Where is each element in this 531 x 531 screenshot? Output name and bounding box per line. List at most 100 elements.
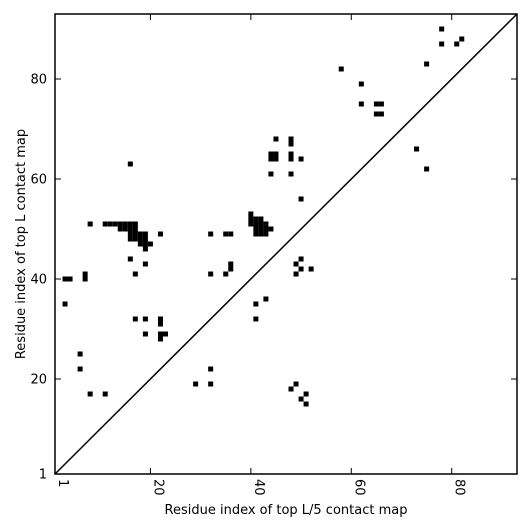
contact-point: [117, 221, 123, 227]
contact-point: [77, 366, 83, 372]
contact-point: [263, 231, 269, 237]
contact-point: [122, 226, 128, 232]
contact-point: [208, 231, 214, 237]
contact-point: [253, 216, 259, 222]
contact-point: [87, 391, 93, 397]
contact-point: [142, 231, 148, 237]
contact-point: [288, 386, 294, 392]
x-tick-label: 1: [55, 479, 70, 487]
contact-markers: [62, 26, 465, 407]
axis-ticks: 1 20 40 60 80 1 20 40 60 80: [30, 14, 517, 496]
contact-point: [268, 151, 274, 157]
contact-point: [248, 221, 254, 227]
contact-point: [157, 336, 163, 342]
contact-point: [142, 241, 148, 247]
diagonal-line: [54, 13, 518, 475]
contact-point: [157, 321, 163, 327]
contact-point: [127, 221, 133, 227]
contact-point: [253, 301, 259, 307]
contact-point: [157, 231, 163, 237]
contact-point: [439, 26, 445, 32]
contact-point: [298, 196, 304, 202]
contact-point: [208, 271, 214, 277]
contact-point: [258, 221, 264, 227]
contact-point: [424, 166, 430, 172]
contact-point: [253, 226, 259, 232]
contact-point: [228, 231, 234, 237]
contact-point: [424, 61, 430, 67]
contact-point: [253, 221, 259, 227]
contact-point: [127, 231, 133, 237]
contact-point: [373, 101, 379, 107]
contact-point: [439, 41, 445, 47]
x-tick-label: 60: [351, 479, 366, 496]
contact-point: [117, 226, 123, 232]
contact-point: [127, 161, 133, 167]
contact-point: [142, 236, 148, 242]
contact-point: [87, 221, 93, 227]
contact-point: [358, 81, 364, 87]
contact-point: [268, 226, 274, 232]
contact-point: [132, 316, 138, 322]
contact-point: [303, 391, 309, 397]
contact-point: [137, 241, 143, 247]
contact-point: [162, 331, 168, 337]
contact-point: [338, 66, 344, 72]
contact-point: [127, 236, 133, 242]
x-axis-label: Residue index of top L/5 contact map: [165, 503, 408, 518]
contact-point: [112, 221, 118, 227]
y-axis-label: Residue index of top L contact map: [14, 129, 29, 359]
contact-point: [253, 316, 259, 322]
contact-point: [303, 401, 309, 407]
contact-point: [127, 226, 133, 232]
contact-point: [82, 276, 88, 282]
x-tick-label: 40: [251, 479, 266, 496]
contact-point: [288, 136, 294, 142]
contact-point: [373, 111, 379, 117]
contact-point: [288, 171, 294, 177]
contact-point: [122, 221, 128, 227]
contact-point: [127, 256, 133, 262]
contact-point: [228, 266, 234, 272]
contact-point: [263, 226, 269, 232]
contact-point: [132, 221, 138, 227]
contact-point: [142, 246, 148, 252]
contact-point: [208, 366, 214, 372]
contact-point: [459, 36, 465, 42]
contact-point: [378, 111, 384, 117]
contact-point: [82, 271, 88, 277]
contact-point: [137, 236, 143, 242]
contact-point: [263, 221, 269, 227]
contact-point: [454, 41, 460, 47]
contact-point: [157, 331, 163, 337]
contact-point: [248, 216, 254, 222]
contact-point: [414, 146, 420, 152]
contact-point: [67, 276, 73, 282]
contact-point: [142, 331, 148, 337]
contact-point: [132, 236, 138, 242]
x-tick-label: 80: [452, 479, 467, 496]
contact-point: [157, 316, 163, 322]
x-tick-label: 20: [150, 479, 165, 496]
contact-point: [223, 231, 229, 237]
contact-point: [147, 241, 153, 247]
y-tick-label: 20: [30, 373, 47, 388]
contact-point: [132, 231, 138, 237]
contact-point: [142, 261, 148, 267]
contact-point: [273, 136, 279, 142]
contact-point: [268, 156, 274, 162]
contact-point: [142, 316, 148, 322]
contact-point: [102, 221, 108, 227]
contact-point: [268, 171, 274, 177]
contact-point: [77, 351, 83, 357]
contact-point: [228, 261, 234, 267]
y-tick-label: 80: [30, 73, 47, 88]
contact-point: [288, 156, 294, 162]
y-tick-label: 60: [30, 173, 47, 188]
contact-point: [298, 156, 304, 162]
contact-point: [132, 271, 138, 277]
contact-point: [288, 151, 294, 157]
contact-point: [107, 221, 113, 227]
contact-point: [62, 276, 68, 282]
